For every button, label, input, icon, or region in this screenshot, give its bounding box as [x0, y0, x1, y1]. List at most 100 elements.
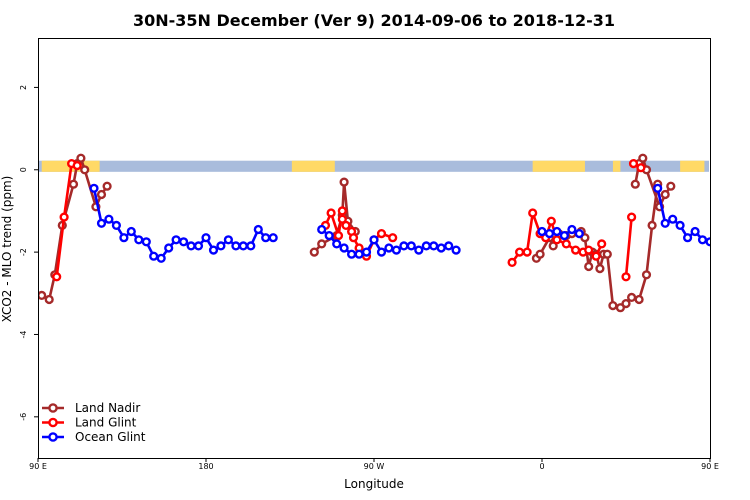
data-point — [522, 247, 532, 257]
data-point — [104, 214, 114, 224]
legend-entry: Ocean Glint — [42, 430, 146, 444]
plot-area — [38, 153, 736, 313]
data-point — [668, 214, 678, 224]
ocean-band — [39, 160, 709, 172]
data-point — [111, 220, 122, 231]
data-point — [324, 231, 334, 241]
land-band-segment — [612, 160, 621, 172]
data-point — [253, 224, 263, 235]
data-point — [96, 218, 107, 228]
data-point — [584, 245, 594, 255]
data-point — [134, 235, 144, 245]
data-point — [347, 249, 357, 259]
legend-label: Land Glint — [75, 416, 137, 430]
data-point — [666, 181, 676, 191]
data-point — [102, 181, 112, 191]
data-point — [597, 239, 607, 249]
data-point — [636, 163, 646, 173]
x-axis: 90 E 180 90 W 0 90 E — [29, 458, 719, 471]
data-point — [354, 249, 364, 259]
data-point — [38, 290, 47, 300]
plot-frame — [38, 38, 711, 459]
x-tick-label: 0 — [539, 462, 544, 471]
data-point — [216, 241, 226, 251]
data-point — [634, 294, 644, 305]
data-point — [384, 243, 394, 253]
data-point — [507, 257, 517, 268]
data-point — [80, 165, 90, 175]
data-point — [268, 233, 278, 243]
data-point — [436, 243, 446, 253]
data-point — [156, 253, 166, 263]
data-point — [223, 235, 234, 245]
data-point — [414, 245, 424, 255]
data-point — [653, 183, 663, 193]
data-point — [559, 231, 570, 241]
data-point — [602, 249, 612, 259]
land-band-segment — [680, 160, 705, 172]
y-tick-label: -6 — [19, 413, 28, 421]
data-point — [544, 229, 555, 239]
series-layer — [38, 153, 736, 313]
data-point — [201, 233, 211, 243]
data-point — [149, 251, 159, 261]
data-point — [333, 231, 344, 241]
y-axis: 2 0 -2 -4 -6 — [19, 85, 38, 421]
data-point — [208, 245, 219, 255]
x-axis-label: Longitude — [344, 477, 404, 491]
data-point — [337, 214, 347, 224]
data-point — [621, 299, 631, 309]
x-tick-label: 180 — [198, 462, 213, 471]
series-ocean-glint — [89, 183, 736, 263]
data-point — [179, 237, 189, 247]
data-point — [186, 241, 196, 251]
data-point — [561, 239, 571, 249]
series-line — [41, 156, 109, 301]
data-point — [591, 251, 601, 261]
data-point — [660, 189, 670, 200]
data-point — [638, 153, 648, 163]
data-point — [164, 243, 174, 253]
data-point — [326, 208, 336, 218]
data-point — [72, 161, 82, 171]
data-point — [44, 294, 54, 305]
data-point — [141, 237, 151, 247]
data-point — [376, 229, 387, 239]
data-point — [690, 226, 700, 237]
data-point — [626, 292, 637, 303]
data-point — [421, 241, 431, 251]
data-point — [682, 233, 693, 243]
y-axis-label: XCO2 - MLO trend (ppm) — [0, 176, 14, 323]
chart-title: 30N-35N December (Ver 9) 2014-09-06 to 2… — [133, 11, 615, 30]
data-point — [429, 241, 439, 251]
y-tick-label: -2 — [19, 248, 28, 256]
data-point — [552, 226, 562, 237]
data-point — [369, 235, 379, 245]
data-point — [697, 235, 708, 245]
x-tick-label: 90 E — [701, 462, 719, 471]
data-point — [76, 153, 86, 163]
data-point — [626, 212, 637, 222]
data-point — [68, 179, 79, 189]
data-point — [537, 226, 547, 237]
legend-marker — [48, 417, 58, 428]
data-point — [348, 233, 359, 243]
data-point — [52, 272, 62, 282]
data-point — [729, 245, 736, 252]
legend-entry: Land Nadir — [42, 401, 140, 415]
data-point — [238, 241, 248, 251]
data-point — [621, 272, 631, 282]
data-point — [647, 220, 657, 231]
data-point — [309, 247, 319, 257]
data-point — [444, 241, 454, 251]
data-point — [514, 247, 525, 257]
data-point — [552, 235, 562, 245]
data-point — [193, 241, 204, 251]
data-point — [96, 189, 107, 200]
data-point — [641, 270, 652, 280]
data-point — [317, 224, 327, 235]
legend-label: Land Nadir — [75, 401, 140, 415]
data-point — [574, 229, 584, 239]
data-point — [546, 216, 556, 226]
